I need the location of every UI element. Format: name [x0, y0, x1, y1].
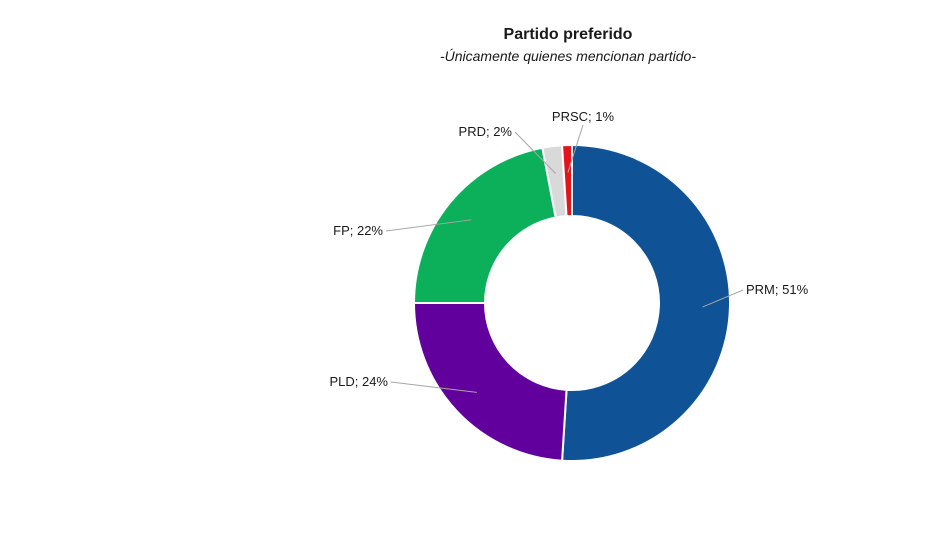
data-label-pld: PLD; 24% — [329, 374, 388, 389]
leader-line-fp — [385, 219, 472, 232]
data-label-prd: PRD; 2% — [459, 124, 513, 139]
data-label-prsc: PRSC; 1% — [552, 109, 615, 124]
leader-line-prsc — [567, 124, 584, 173]
slice-prm — [561, 143, 732, 462]
slice-pld — [412, 302, 568, 462]
chart-title: Partido preferido — [503, 26, 633, 43]
leader-line-prd — [514, 131, 557, 174]
slice-prsc — [561, 143, 573, 218]
leader-line-prm — [702, 289, 744, 308]
data-label-prm: PRM; 51% — [746, 282, 809, 297]
data-label-fp: FP; 22% — [333, 223, 383, 238]
slice-fp — [412, 146, 557, 304]
leader-line-pld — [390, 381, 477, 393]
chart-subtitle: -Únicamente quienes mencionan partido- — [439, 48, 697, 64]
